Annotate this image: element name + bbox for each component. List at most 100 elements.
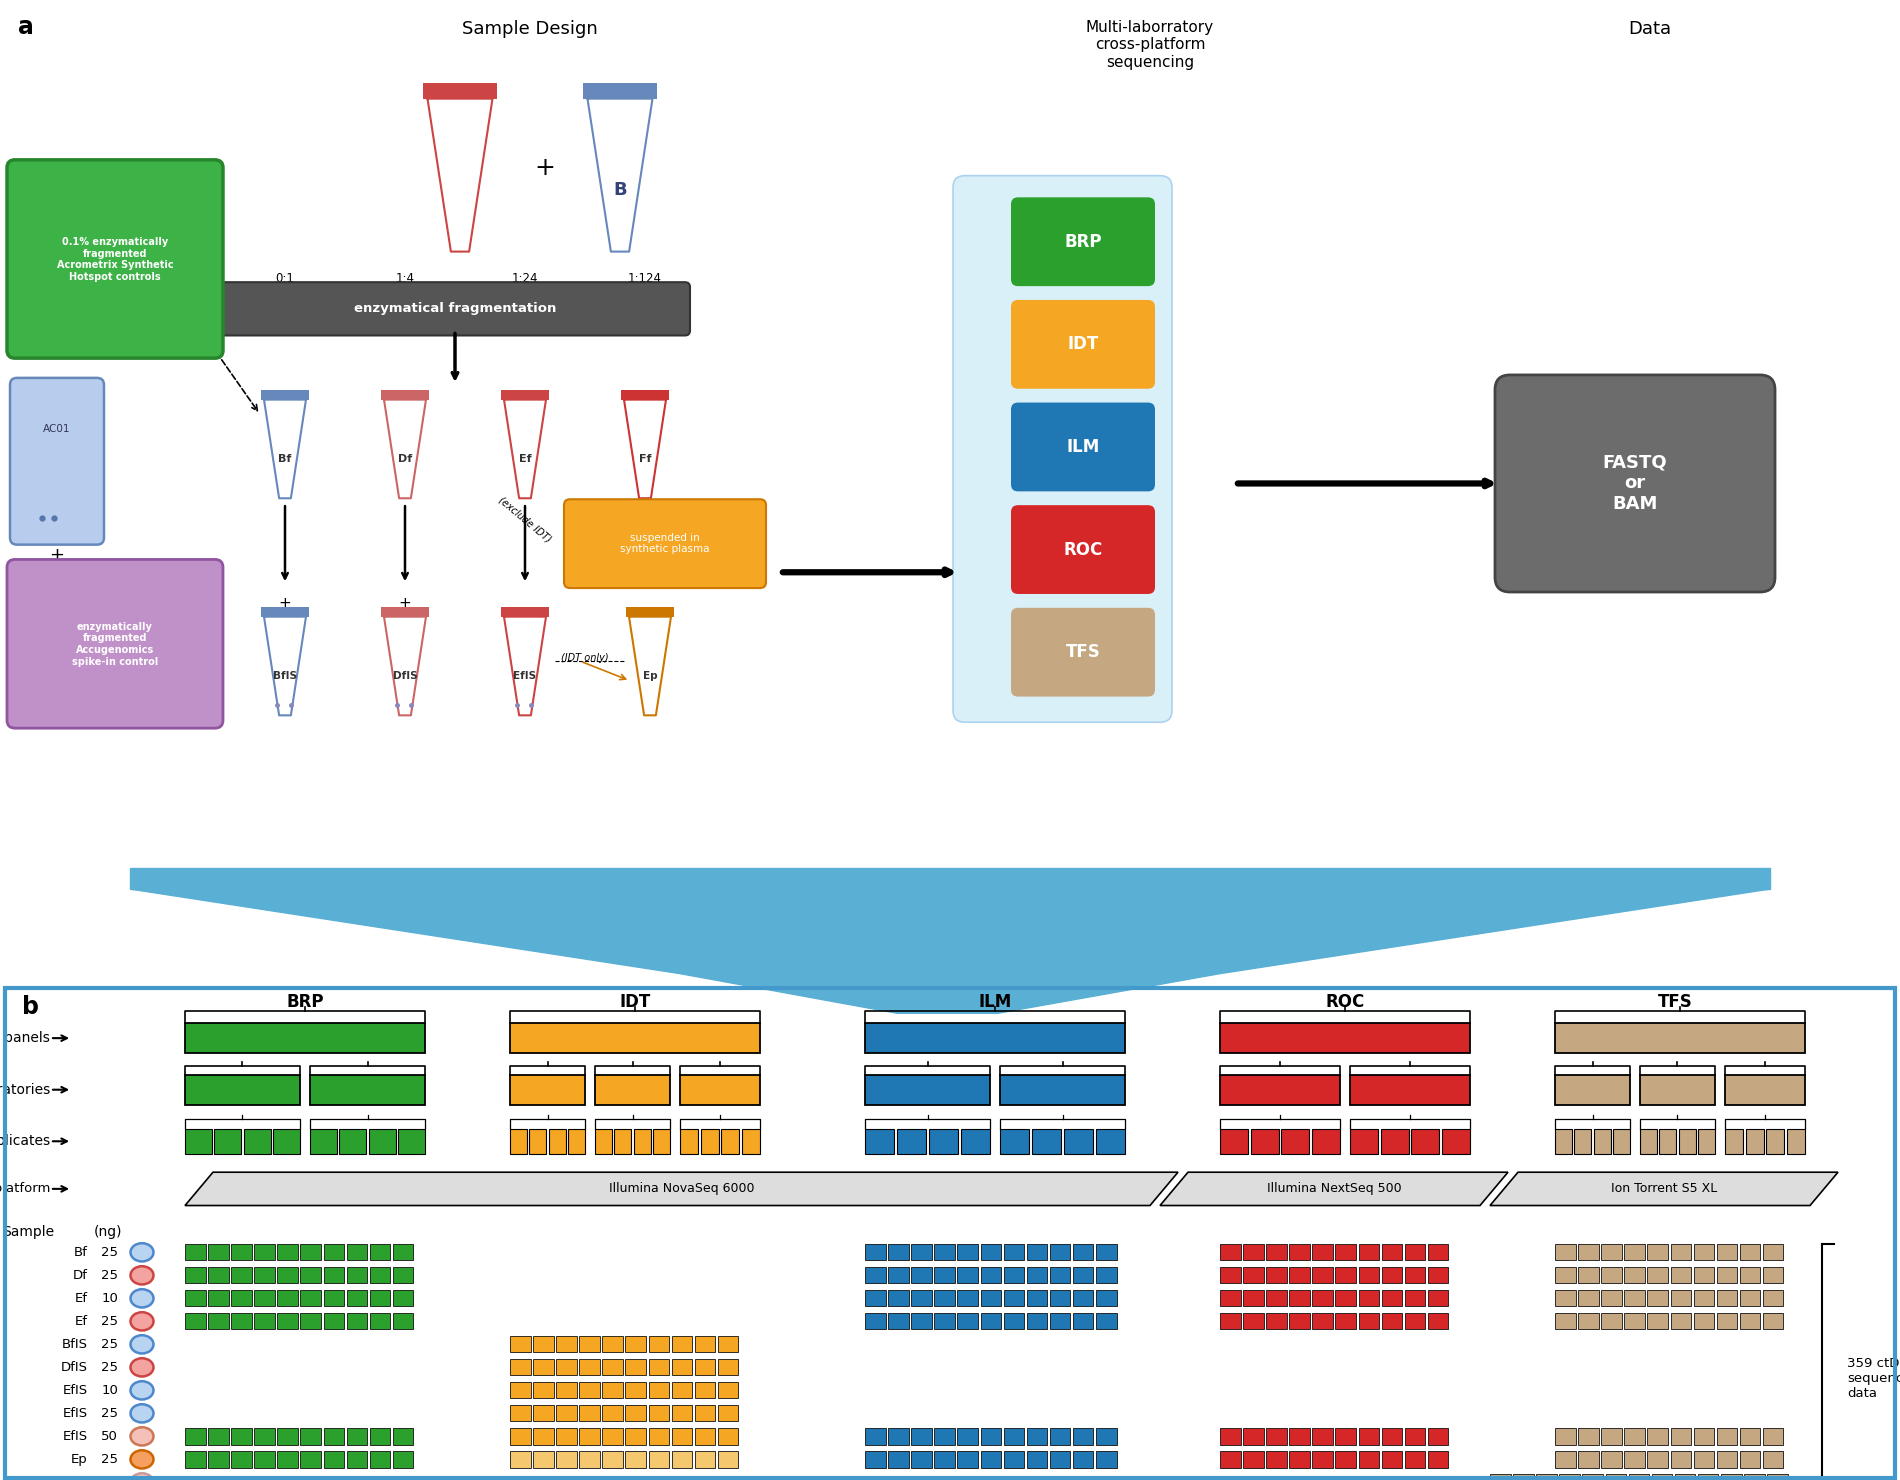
FancyBboxPatch shape xyxy=(1358,1291,1379,1307)
FancyBboxPatch shape xyxy=(1265,1313,1286,1329)
FancyBboxPatch shape xyxy=(580,1382,600,1399)
FancyBboxPatch shape xyxy=(1647,1452,1668,1468)
FancyBboxPatch shape xyxy=(1336,1313,1357,1329)
FancyBboxPatch shape xyxy=(958,1267,978,1283)
FancyBboxPatch shape xyxy=(1647,1428,1668,1444)
Polygon shape xyxy=(631,440,659,499)
FancyBboxPatch shape xyxy=(1381,1267,1402,1283)
Text: +: + xyxy=(534,155,555,179)
FancyBboxPatch shape xyxy=(999,1074,1125,1104)
FancyBboxPatch shape xyxy=(602,1359,623,1375)
FancyBboxPatch shape xyxy=(232,1313,251,1329)
Text: ILM: ILM xyxy=(978,993,1011,1011)
FancyBboxPatch shape xyxy=(1554,1074,1630,1104)
Text: 4 replicates: 4 replicates xyxy=(0,1134,49,1148)
FancyBboxPatch shape xyxy=(1011,403,1155,491)
Polygon shape xyxy=(504,617,545,715)
Circle shape xyxy=(131,1405,154,1422)
Circle shape xyxy=(131,1243,154,1261)
FancyBboxPatch shape xyxy=(954,176,1172,722)
FancyBboxPatch shape xyxy=(209,1428,228,1444)
Text: 25: 25 xyxy=(101,1360,118,1373)
FancyBboxPatch shape xyxy=(1358,1245,1379,1261)
FancyBboxPatch shape xyxy=(1579,1313,1598,1329)
FancyBboxPatch shape xyxy=(393,1291,414,1307)
FancyBboxPatch shape xyxy=(1074,1291,1092,1307)
FancyBboxPatch shape xyxy=(1583,1474,1604,1480)
FancyBboxPatch shape xyxy=(625,1382,646,1399)
FancyBboxPatch shape xyxy=(912,1245,931,1261)
FancyBboxPatch shape xyxy=(580,1405,600,1421)
FancyBboxPatch shape xyxy=(568,1129,585,1154)
FancyBboxPatch shape xyxy=(1026,1452,1047,1468)
FancyBboxPatch shape xyxy=(215,1129,241,1154)
Polygon shape xyxy=(598,167,642,252)
FancyBboxPatch shape xyxy=(509,1428,530,1444)
FancyBboxPatch shape xyxy=(1290,1267,1309,1283)
FancyBboxPatch shape xyxy=(625,607,674,617)
FancyBboxPatch shape xyxy=(980,1267,1001,1283)
FancyBboxPatch shape xyxy=(602,1452,623,1468)
FancyBboxPatch shape xyxy=(695,1359,714,1375)
FancyBboxPatch shape xyxy=(1575,1129,1592,1154)
FancyBboxPatch shape xyxy=(1064,1129,1092,1154)
FancyBboxPatch shape xyxy=(1290,1313,1309,1329)
FancyBboxPatch shape xyxy=(232,1267,251,1283)
FancyBboxPatch shape xyxy=(673,1359,692,1375)
FancyBboxPatch shape xyxy=(1265,1428,1286,1444)
Text: +: + xyxy=(399,596,412,611)
Text: Multi-laborratory
cross-platform
sequencing: Multi-laborratory cross-platform sequenc… xyxy=(1087,19,1214,70)
Circle shape xyxy=(131,1267,154,1285)
FancyBboxPatch shape xyxy=(1313,1452,1334,1468)
FancyBboxPatch shape xyxy=(1624,1452,1645,1468)
FancyBboxPatch shape xyxy=(1495,374,1775,592)
FancyBboxPatch shape xyxy=(370,1313,389,1329)
FancyBboxPatch shape xyxy=(1725,1129,1742,1154)
FancyBboxPatch shape xyxy=(184,1245,205,1261)
FancyBboxPatch shape xyxy=(1579,1452,1598,1468)
FancyBboxPatch shape xyxy=(864,1074,990,1104)
FancyBboxPatch shape xyxy=(1265,1245,1286,1261)
FancyBboxPatch shape xyxy=(232,1428,251,1444)
Text: enzymatical fragmentation: enzymatical fragmentation xyxy=(353,302,557,315)
Text: 25: 25 xyxy=(101,1314,118,1328)
Text: 10: 10 xyxy=(101,1384,118,1397)
FancyBboxPatch shape xyxy=(1763,1291,1784,1307)
FancyBboxPatch shape xyxy=(1554,1313,1575,1329)
FancyBboxPatch shape xyxy=(1096,1129,1125,1154)
Polygon shape xyxy=(623,400,667,499)
FancyBboxPatch shape xyxy=(1381,1313,1402,1329)
Polygon shape xyxy=(1490,1172,1837,1206)
Circle shape xyxy=(131,1313,154,1331)
FancyBboxPatch shape xyxy=(1670,1428,1691,1444)
FancyBboxPatch shape xyxy=(509,1023,760,1054)
Text: Ff: Ff xyxy=(76,1476,87,1480)
FancyBboxPatch shape xyxy=(673,1405,692,1421)
FancyBboxPatch shape xyxy=(887,1291,908,1307)
FancyBboxPatch shape xyxy=(864,1267,885,1283)
Polygon shape xyxy=(184,1172,1178,1206)
Polygon shape xyxy=(264,400,306,499)
FancyBboxPatch shape xyxy=(958,1428,978,1444)
FancyBboxPatch shape xyxy=(1512,1474,1533,1480)
Text: DfIS: DfIS xyxy=(61,1360,87,1373)
Text: AC01: AC01 xyxy=(44,425,70,434)
FancyBboxPatch shape xyxy=(346,1452,367,1468)
Text: Ep: Ep xyxy=(642,670,657,681)
Text: BfIS: BfIS xyxy=(63,1338,87,1351)
FancyBboxPatch shape xyxy=(1767,1474,1788,1480)
FancyBboxPatch shape xyxy=(580,1428,600,1444)
Text: suspended in
synthetic plasma: suspended in synthetic plasma xyxy=(619,533,711,555)
FancyBboxPatch shape xyxy=(887,1313,908,1329)
FancyBboxPatch shape xyxy=(680,1129,697,1154)
FancyBboxPatch shape xyxy=(509,1382,530,1399)
FancyBboxPatch shape xyxy=(1051,1267,1070,1283)
FancyBboxPatch shape xyxy=(1220,1291,1241,1307)
Text: 25: 25 xyxy=(101,1453,118,1465)
FancyBboxPatch shape xyxy=(718,1452,739,1468)
FancyBboxPatch shape xyxy=(534,1336,553,1353)
FancyBboxPatch shape xyxy=(393,1452,414,1468)
FancyBboxPatch shape xyxy=(184,1267,205,1283)
FancyBboxPatch shape xyxy=(718,1428,739,1444)
FancyBboxPatch shape xyxy=(323,1267,344,1283)
